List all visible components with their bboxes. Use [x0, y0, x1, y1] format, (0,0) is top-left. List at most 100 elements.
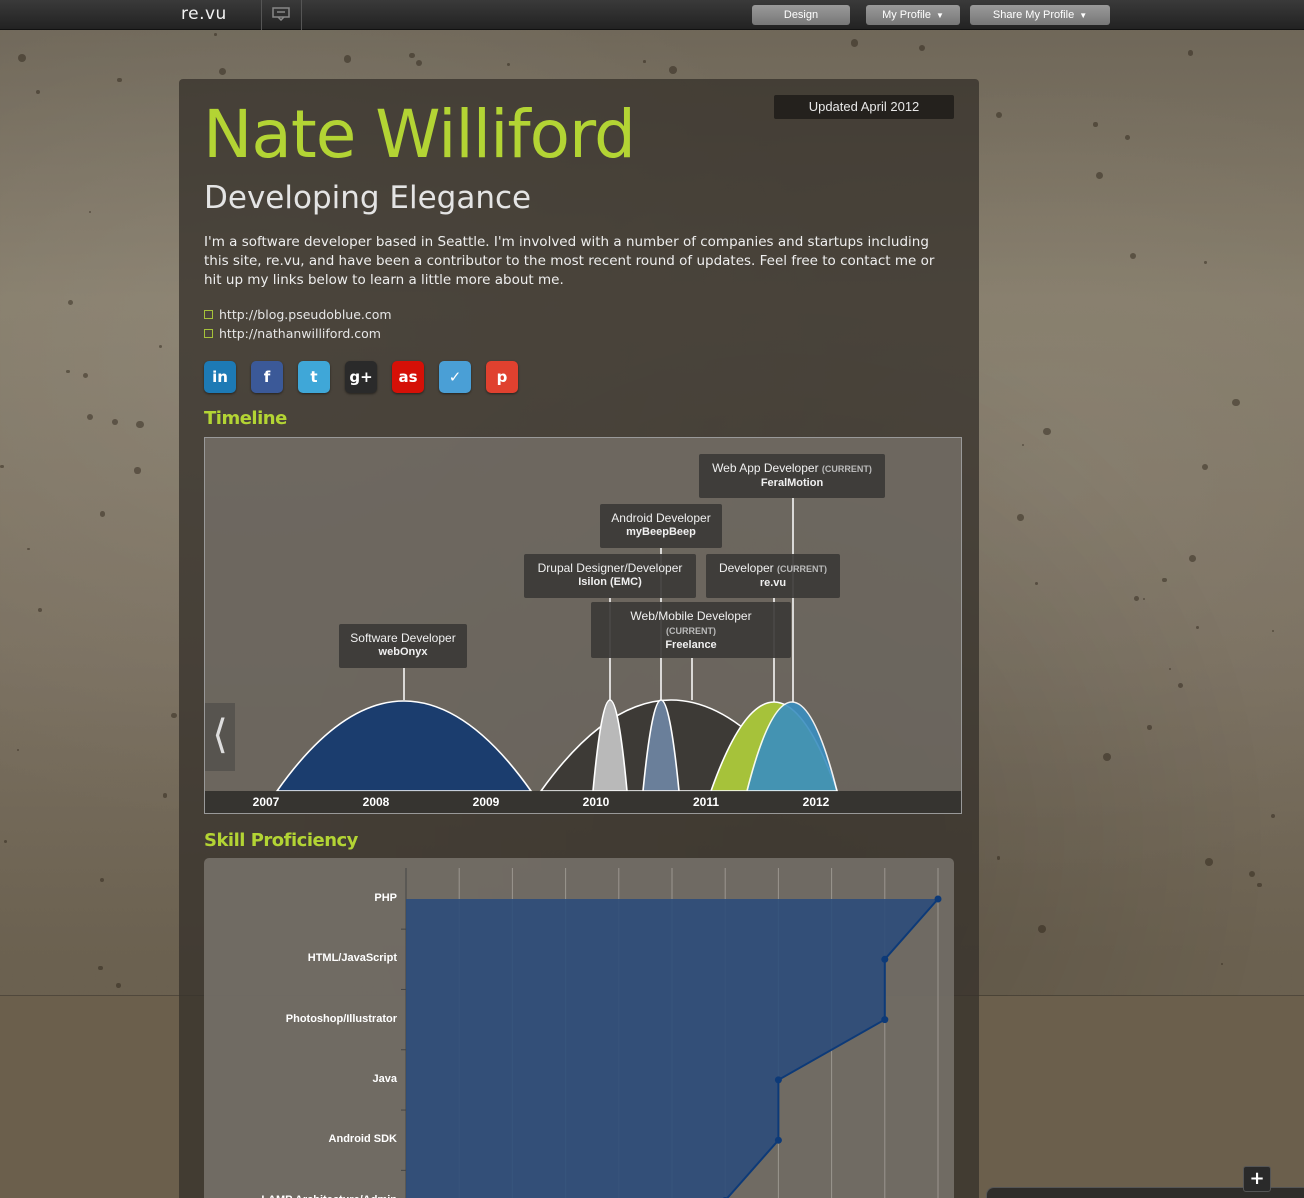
arc-feralmotion[interactable] [745, 701, 839, 792]
wall-speck [35, 90, 40, 95]
add-button[interactable]: + [1243, 1166, 1271, 1192]
wall-speck [919, 44, 926, 51]
wall-speck [1038, 925, 1047, 934]
wall-speck [1162, 577, 1167, 583]
wall-speck [1201, 463, 1209, 471]
wall-speck [1043, 427, 1052, 436]
wall-speck [1220, 963, 1224, 966]
timeline-chart: Software Developer webOnyx Drupal Design… [204, 437, 962, 814]
wall-speck [134, 467, 141, 474]
blog-link-text: http://blog.pseudoblue.com [219, 307, 392, 322]
wall-speck [1178, 682, 1184, 688]
skills-title: Skill Proficiency [204, 830, 358, 851]
wall-speck [100, 877, 105, 882]
wall-speck [213, 32, 217, 36]
job-company: myBeepBeep [626, 526, 696, 538]
timeline-year-label: 2012 [802, 795, 830, 809]
link-icon [204, 329, 213, 338]
wall-speck [1232, 399, 1240, 407]
job-webonyx[interactable]: Software Developer webOnyx [339, 624, 467, 668]
job-isilon[interactable]: Drupal Designer/Developer Isilon (EMC) [524, 554, 696, 598]
skills-chart: PHP HTML/JavaScript Photoshop/Illustrator J… [204, 858, 954, 1198]
timeline-year-label: 2011 [692, 795, 720, 809]
wall-speck [995, 112, 1002, 119]
job-title: Developer [718, 561, 774, 575]
job-freelance[interactable]: Web/Mobile Developer (CURRENT) Freelance [591, 602, 791, 658]
linkedin-icon[interactable]: in [204, 361, 236, 393]
wall-speck [88, 210, 92, 214]
design-button-label: Design [783, 9, 819, 21]
wall-speck [158, 344, 163, 349]
job-company: FeralMotion [760, 477, 824, 489]
wall-speck [99, 510, 106, 517]
wall-speck [171, 712, 177, 719]
skill-label: Android SDK [328, 1133, 397, 1146]
wall-speck [850, 39, 858, 47]
wall-speck [1096, 171, 1104, 179]
skills-line [726, 898, 939, 1198]
chevron-left-icon: ⟨ [212, 712, 228, 758]
skill-label: HTML/JavaScript [307, 952, 397, 965]
job-title: Software Developer [350, 631, 456, 645]
wall-speck [1249, 871, 1256, 878]
wall-speck [38, 608, 43, 613]
profile-tagline: Developing Elegance [204, 180, 532, 216]
job-mybeepbeep[interactable]: Android Developer myBeepBeep [600, 504, 722, 548]
timeline-year-label: 2010 [582, 795, 610, 809]
wall-speck [1034, 581, 1038, 585]
website-link[interactable]: http://nathanwilliford.com [204, 326, 381, 341]
arc-webonyx[interactable] [275, 700, 533, 792]
tumblr-icon[interactable]: p [486, 361, 518, 393]
skill-point[interactable] [881, 955, 889, 963]
wall-speck [507, 62, 511, 66]
facebook-icon[interactable]: f [251, 361, 283, 393]
divider [261, 0, 262, 30]
wall-speck [1125, 134, 1131, 140]
website-link-text: http://nathanwilliford.com [219, 326, 381, 341]
current-badge: (CURRENT) [821, 464, 872, 474]
blog-link[interactable]: http://blog.pseudoblue.com [204, 307, 392, 322]
design-button[interactable]: Design [752, 5, 850, 25]
share-profile-label: Share My Profile [992, 9, 1075, 21]
job-title: Drupal Designer/Developer [537, 561, 683, 575]
profile-bio: I'm a software developer based in Seattl… [204, 234, 935, 288]
skill-point[interactable] [774, 1136, 782, 1144]
feedback-icon[interactable] [272, 7, 290, 21]
skill-label: Photoshop/Illustrator [285, 1012, 397, 1025]
foursquare-icon[interactable]: ✓ [439, 361, 471, 393]
my-profile-label: My Profile [882, 9, 931, 21]
social-icons: in f t g+ as ✓ p [204, 361, 518, 393]
wall-speck [1257, 882, 1262, 888]
wall-speck [1142, 597, 1145, 601]
skill-point[interactable] [774, 1076, 782, 1084]
google-plus-icon[interactable]: g+ [345, 361, 377, 393]
timeline-prev-button[interactable]: ⟨ [205, 703, 235, 771]
job-title: Web/Mobile Developer [630, 609, 752, 623]
wall-speck [117, 77, 122, 83]
arc-mybeepbeep[interactable] [642, 699, 680, 792]
arc-isilon[interactable] [592, 699, 628, 792]
timeline-year-label: 2007 [252, 795, 280, 809]
skills-area [406, 899, 938, 1198]
job-revu[interactable]: Developer (CURRENT) re.vu [706, 554, 840, 598]
lastfm-icon[interactable]: as [392, 361, 424, 393]
my-profile-menu[interactable]: My Profile ▼ [866, 5, 960, 25]
skill-point[interactable] [934, 895, 942, 903]
skill-point[interactable] [881, 1016, 889, 1024]
twitter-icon[interactable]: t [298, 361, 330, 393]
wall-speck [98, 965, 103, 971]
current-badge: (CURRENT) [666, 626, 716, 636]
wall-speck [112, 419, 118, 425]
divider [301, 0, 302, 30]
job-feralmotion[interactable]: Web App Developer (CURRENT) FeralMotion [699, 454, 885, 498]
revu-logo[interactable]: re.vu [181, 4, 227, 24]
skill-label: LAMP Architecture/Admin [261, 1194, 397, 1198]
wall-speck [1022, 443, 1025, 446]
wall-speck [1168, 667, 1172, 671]
wall-speck [83, 373, 89, 379]
wall-speck [16, 748, 20, 752]
share-profile-menu[interactable]: Share My Profile ▼ [970, 5, 1110, 25]
timeline-arcs [275, 498, 839, 792]
wall-speck [1270, 813, 1275, 818]
bottom-drawer-tab[interactable] [986, 1187, 1304, 1198]
